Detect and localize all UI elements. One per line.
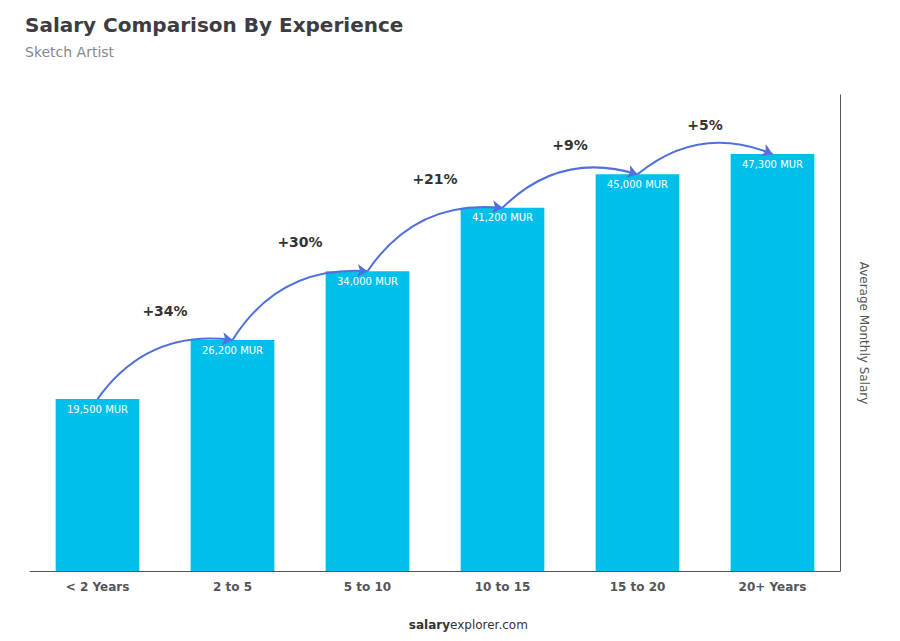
svg-text:salary: salary <box>409 618 450 632</box>
svg-text:45,000 MUR: 45,000 MUR <box>607 179 668 190</box>
svg-text:Average Monthly Salary: Average Monthly Salary <box>857 262 871 405</box>
svg-text:47,300 MUR: 47,300 MUR <box>742 159 803 170</box>
svg-text:10 to 15: 10 to 15 <box>475 580 531 594</box>
svg-text:5 to 10: 5 to 10 <box>344 580 391 594</box>
svg-text:+5%: +5% <box>687 117 723 133</box>
svg-text:26,200 MUR: 26,200 MUR <box>202 345 263 356</box>
svg-text:19,500 MUR: 19,500 MUR <box>67 404 128 415</box>
svg-text:explorer.com: explorer.com <box>450 618 528 632</box>
svg-text:41,200 MUR: 41,200 MUR <box>472 212 533 223</box>
svg-text:+9%: +9% <box>552 137 588 153</box>
svg-text:+30%: +30% <box>277 234 322 250</box>
svg-text:20+ Years: 20+ Years <box>739 580 807 594</box>
svg-text:+21%: +21% <box>412 171 457 187</box>
svg-text:Salary Comparison By Experienc: Salary Comparison By Experience <box>25 13 403 37</box>
svg-text:34,000 MUR: 34,000 MUR <box>337 276 398 287</box>
svg-text:15 to 20: 15 to 20 <box>610 580 666 594</box>
svg-text:< 2 Years: < 2 Years <box>66 580 130 594</box>
svg-text:Sketch Artist: Sketch Artist <box>25 44 115 60</box>
svg-text:2 to 5: 2 to 5 <box>213 580 252 594</box>
svg-text:+34%: +34% <box>142 303 187 319</box>
